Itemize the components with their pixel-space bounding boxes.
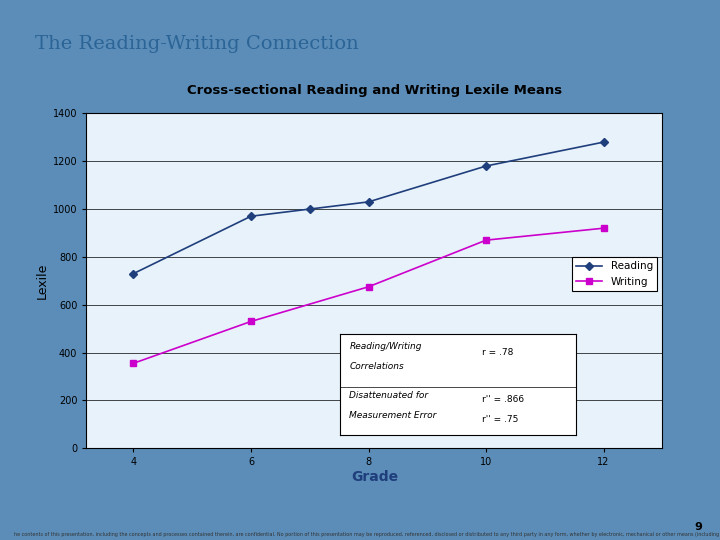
Writing xyxy=(364,284,373,290)
Text: he contents of this presentation, including the concepts and processes contained: he contents of this presentation, includ… xyxy=(14,532,720,537)
Text: Disattenuated for: Disattenuated for xyxy=(349,390,428,400)
Text: r'' = .75: r'' = .75 xyxy=(482,415,518,424)
Reading xyxy=(305,206,314,212)
Text: Measurement Error: Measurement Error xyxy=(349,411,436,420)
Legend: Reading, Writing: Reading, Writing xyxy=(572,258,657,291)
Reading xyxy=(482,163,490,169)
Text: r = .78: r = .78 xyxy=(482,348,513,357)
Reading xyxy=(129,271,138,277)
Writing xyxy=(129,360,138,367)
Text: Cross-sectional Reading and Writing Lexile Means: Cross-sectional Reading and Writing Lexi… xyxy=(186,84,562,97)
Text: The Reading-Writing Connection: The Reading-Writing Connection xyxy=(35,35,359,53)
Y-axis label: Lexile: Lexile xyxy=(35,262,48,299)
Line: Writing: Writing xyxy=(130,225,606,366)
Reading xyxy=(364,199,373,205)
X-axis label: Grade: Grade xyxy=(351,470,398,484)
Reading xyxy=(599,139,608,145)
Text: Correlations: Correlations xyxy=(349,362,404,372)
Text: 9: 9 xyxy=(694,522,702,532)
Writing xyxy=(247,318,256,325)
Reading xyxy=(247,213,256,219)
Writing xyxy=(482,237,490,244)
Line: Reading: Reading xyxy=(130,139,606,276)
Writing xyxy=(599,225,608,232)
Text: Reading/Writing: Reading/Writing xyxy=(349,342,422,352)
Text: r'' = .866: r'' = .866 xyxy=(482,395,523,403)
